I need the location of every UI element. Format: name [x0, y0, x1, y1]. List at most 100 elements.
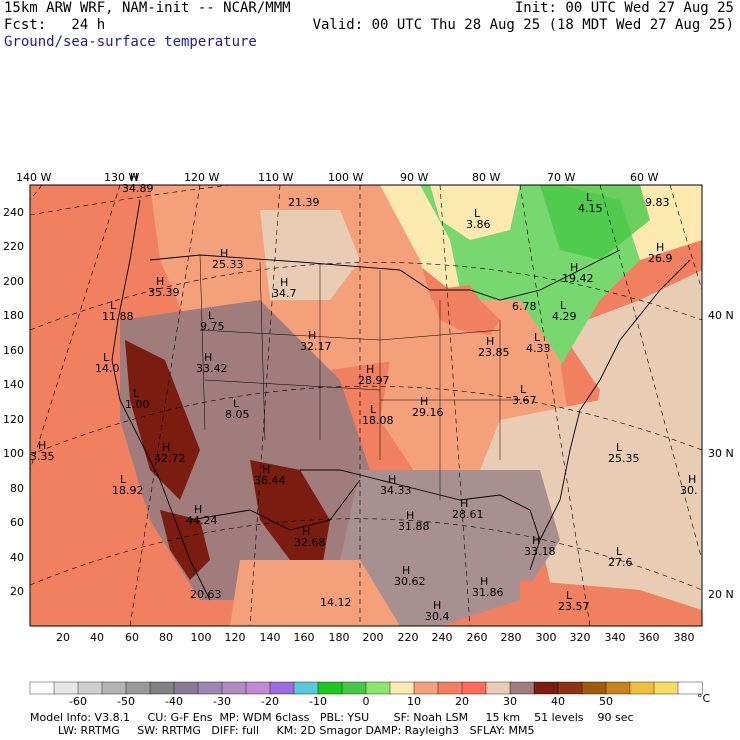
extremum-value: 14.0 [95, 362, 120, 375]
extremum-type: H [262, 463, 270, 476]
extremum-value: 32.68 [294, 536, 326, 549]
lat-label: 40 N [708, 309, 734, 322]
extremum-value: 9.83 [645, 196, 670, 209]
y-tick-label: 200 [3, 275, 24, 288]
x-tick-label: 100 [191, 631, 212, 644]
extremum-value: 34.7 [272, 287, 297, 300]
extremum-value: 21.39 [288, 196, 320, 209]
colorbar-swatch [389, 681, 415, 695]
lon-label: 100 W [328, 171, 363, 184]
colorbar-tick-label: 10 [407, 695, 421, 708]
extremum-value: 30.4 [425, 610, 450, 623]
bottom-axis-labels: 20 40 60 80 100 120 140 160 180 200 220 … [56, 631, 695, 644]
extremum-value: 3.86 [466, 218, 491, 231]
caribbean [520, 580, 702, 626]
colorbar-tick-label: -30 [213, 695, 231, 708]
gulf-of-mexico [340, 470, 560, 626]
extremum-value: 20.63 [190, 588, 222, 601]
colorbar-swatch [629, 681, 655, 695]
lon-label: 90 W [400, 171, 428, 184]
colorbar-swatch [509, 681, 535, 695]
mexico-warm [230, 560, 400, 626]
colorbar-swatch [533, 681, 559, 695]
extremum-type: H [366, 363, 374, 376]
extremum-value: 25.35 [608, 452, 640, 465]
y-tick-label: 80 [10, 482, 24, 495]
y-tick-label: 160 [3, 344, 24, 357]
colorbar-tick-label: -20 [261, 695, 279, 708]
extremum-type: L [120, 473, 127, 486]
colorbar-swatch [485, 681, 511, 695]
extremum-type: H [156, 275, 164, 288]
extremum-type: H [162, 441, 170, 454]
extremum-value: 4.33 [526, 342, 551, 355]
extremum-value: 26.9 [648, 252, 673, 265]
forecast-hour: Fcst: 24 h [4, 17, 106, 33]
y-tick-label: 40 [10, 551, 24, 564]
extremum-value: 44.24 [186, 514, 218, 527]
extremum-type: H [688, 473, 696, 486]
extremum-value: 30.62 [394, 575, 426, 588]
extremum-type: L [586, 191, 593, 204]
extremum-value: 31.86 [472, 586, 504, 599]
x-tick-label: 40 [90, 631, 104, 644]
model-info-line1: Model Info: V3.8.1 CU: G-F Ens MP: WDM 6… [30, 711, 634, 724]
colorbar-swatch [149, 681, 175, 695]
colorbar: -60 -50 -40 -30 -20 -10 0 10 20 30 40 50 [29, 681, 703, 708]
x-tick-label: 220 [398, 631, 419, 644]
extremum-type: H [406, 509, 414, 522]
extremum-value: 31.88 [398, 520, 430, 533]
extremum-type: H [433, 599, 441, 612]
colorbar-swatch [77, 681, 103, 695]
colorbar-swatch [365, 681, 391, 695]
y-tick-label: 120 [3, 413, 24, 426]
colorbar-swatch [269, 681, 295, 695]
extremum-type: H [480, 575, 488, 588]
hudson-bay [430, 185, 520, 240]
colorbar-tick-label: -40 [165, 695, 183, 708]
x-tick-label: 80 [159, 631, 173, 644]
extremum-value: 18.92 [112, 484, 144, 497]
boundaries [111, 199, 691, 601]
extremum-type: L [133, 387, 140, 400]
field-title: Ground/sea-surface temperature [4, 34, 257, 50]
x-tick-label: 320 [570, 631, 591, 644]
y-tick-label: 220 [3, 240, 24, 253]
extremum-value: 19.42 [562, 272, 594, 285]
colorbar-tick-label: -10 [309, 695, 327, 708]
colorbar-swatch [245, 681, 271, 695]
extremum-value: 32.17 [300, 340, 332, 353]
extremum-type: L [566, 589, 573, 602]
extremum-value: 34.33 [380, 484, 412, 497]
us-canada-border [149, 249, 621, 301]
x-tick-label: 300 [536, 631, 557, 644]
colorbar-swatch [29, 681, 55, 695]
extremum-value: 23.57 [558, 600, 590, 613]
extremum-value: 28.61 [452, 508, 484, 521]
colorbar-tick-label: 0 [363, 695, 370, 708]
left-axis-labels: 240 220 200 180 160 140 120 100 80 60 40… [3, 206, 24, 598]
us-mexico-border [189, 479, 361, 531]
model-info-line2: LW: RRTMG SW: RRTMG DIFF: full KM: 2D Sm… [30, 724, 535, 737]
x-tick-label: 140 [260, 631, 281, 644]
quebec-green [540, 185, 650, 260]
extremum-value: 23.85 [478, 346, 510, 359]
colorbar-swatch [53, 681, 79, 695]
extremum-value: 11.88 [102, 310, 134, 323]
extremum-value: 1.00 [125, 398, 150, 411]
extremum-value: 14.12 [320, 596, 352, 609]
y-tick-label: 60 [10, 516, 24, 529]
gulf-coast [300, 469, 541, 571]
colorbar-swatch [557, 681, 583, 695]
extremum-type: L [233, 397, 240, 410]
x-tick-label: 240 [432, 631, 453, 644]
lon-label: 80 W [472, 171, 500, 184]
colorbar-swatch [341, 681, 367, 695]
extremum-type: L [520, 383, 527, 396]
extremum-type: L [560, 299, 567, 312]
lat-label: 30 N [708, 447, 734, 460]
extremum-type: H [486, 335, 494, 348]
model-title: 15km ARW WRF, NAM-init -- NCAR/MMM [4, 0, 291, 16]
east-coast [539, 259, 691, 541]
extremum-type: H [280, 276, 288, 289]
